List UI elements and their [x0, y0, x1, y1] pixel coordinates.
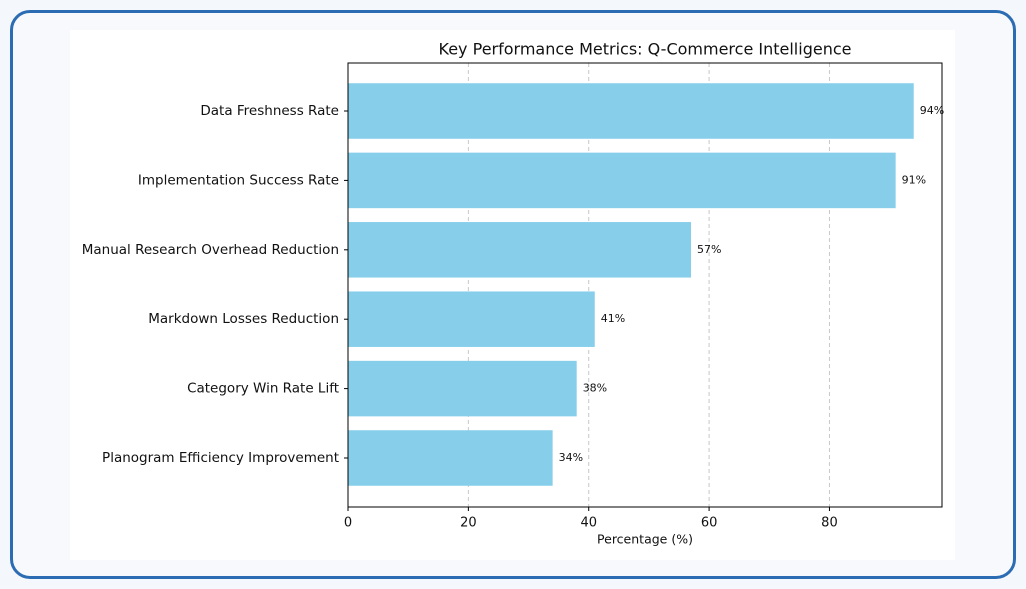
value-label: 38%	[583, 382, 607, 395]
value-label: 57%	[697, 243, 721, 256]
bar	[348, 152, 896, 209]
value-label: 91%	[902, 173, 926, 186]
x-tick-label: 60	[701, 516, 718, 531]
chart-title: Key Performance Metrics: Q-Commerce Inte…	[439, 40, 852, 59]
y-tick-label: Category Win Rate Lift	[187, 381, 339, 397]
value-label: 34%	[559, 451, 583, 464]
bar	[348, 291, 595, 347]
bar	[348, 222, 692, 278]
y-tick-label: Planogram Efficiency Improvement	[102, 450, 339, 466]
x-tick-label: 0	[344, 516, 352, 531]
y-tick-label: Data Freshness Rate	[200, 103, 339, 119]
bar	[348, 430, 553, 486]
value-label: 94%	[920, 104, 944, 117]
x-axis-label: Percentage (%)	[597, 532, 693, 547]
y-tick-label: Implementation Success Rate	[138, 172, 339, 188]
x-tick-label: 80	[821, 516, 838, 531]
plot-frame	[347, 62, 943, 508]
x-tick-label: 40	[580, 516, 597, 531]
y-tick-label: Manual Research Overhead Reduction	[82, 242, 339, 258]
y-tick-label: Markdown Losses Reduction	[148, 311, 339, 327]
value-label: 41%	[601, 312, 625, 325]
bar	[348, 83, 914, 139]
x-tick-label: 20	[460, 516, 477, 531]
bar	[348, 360, 577, 417]
